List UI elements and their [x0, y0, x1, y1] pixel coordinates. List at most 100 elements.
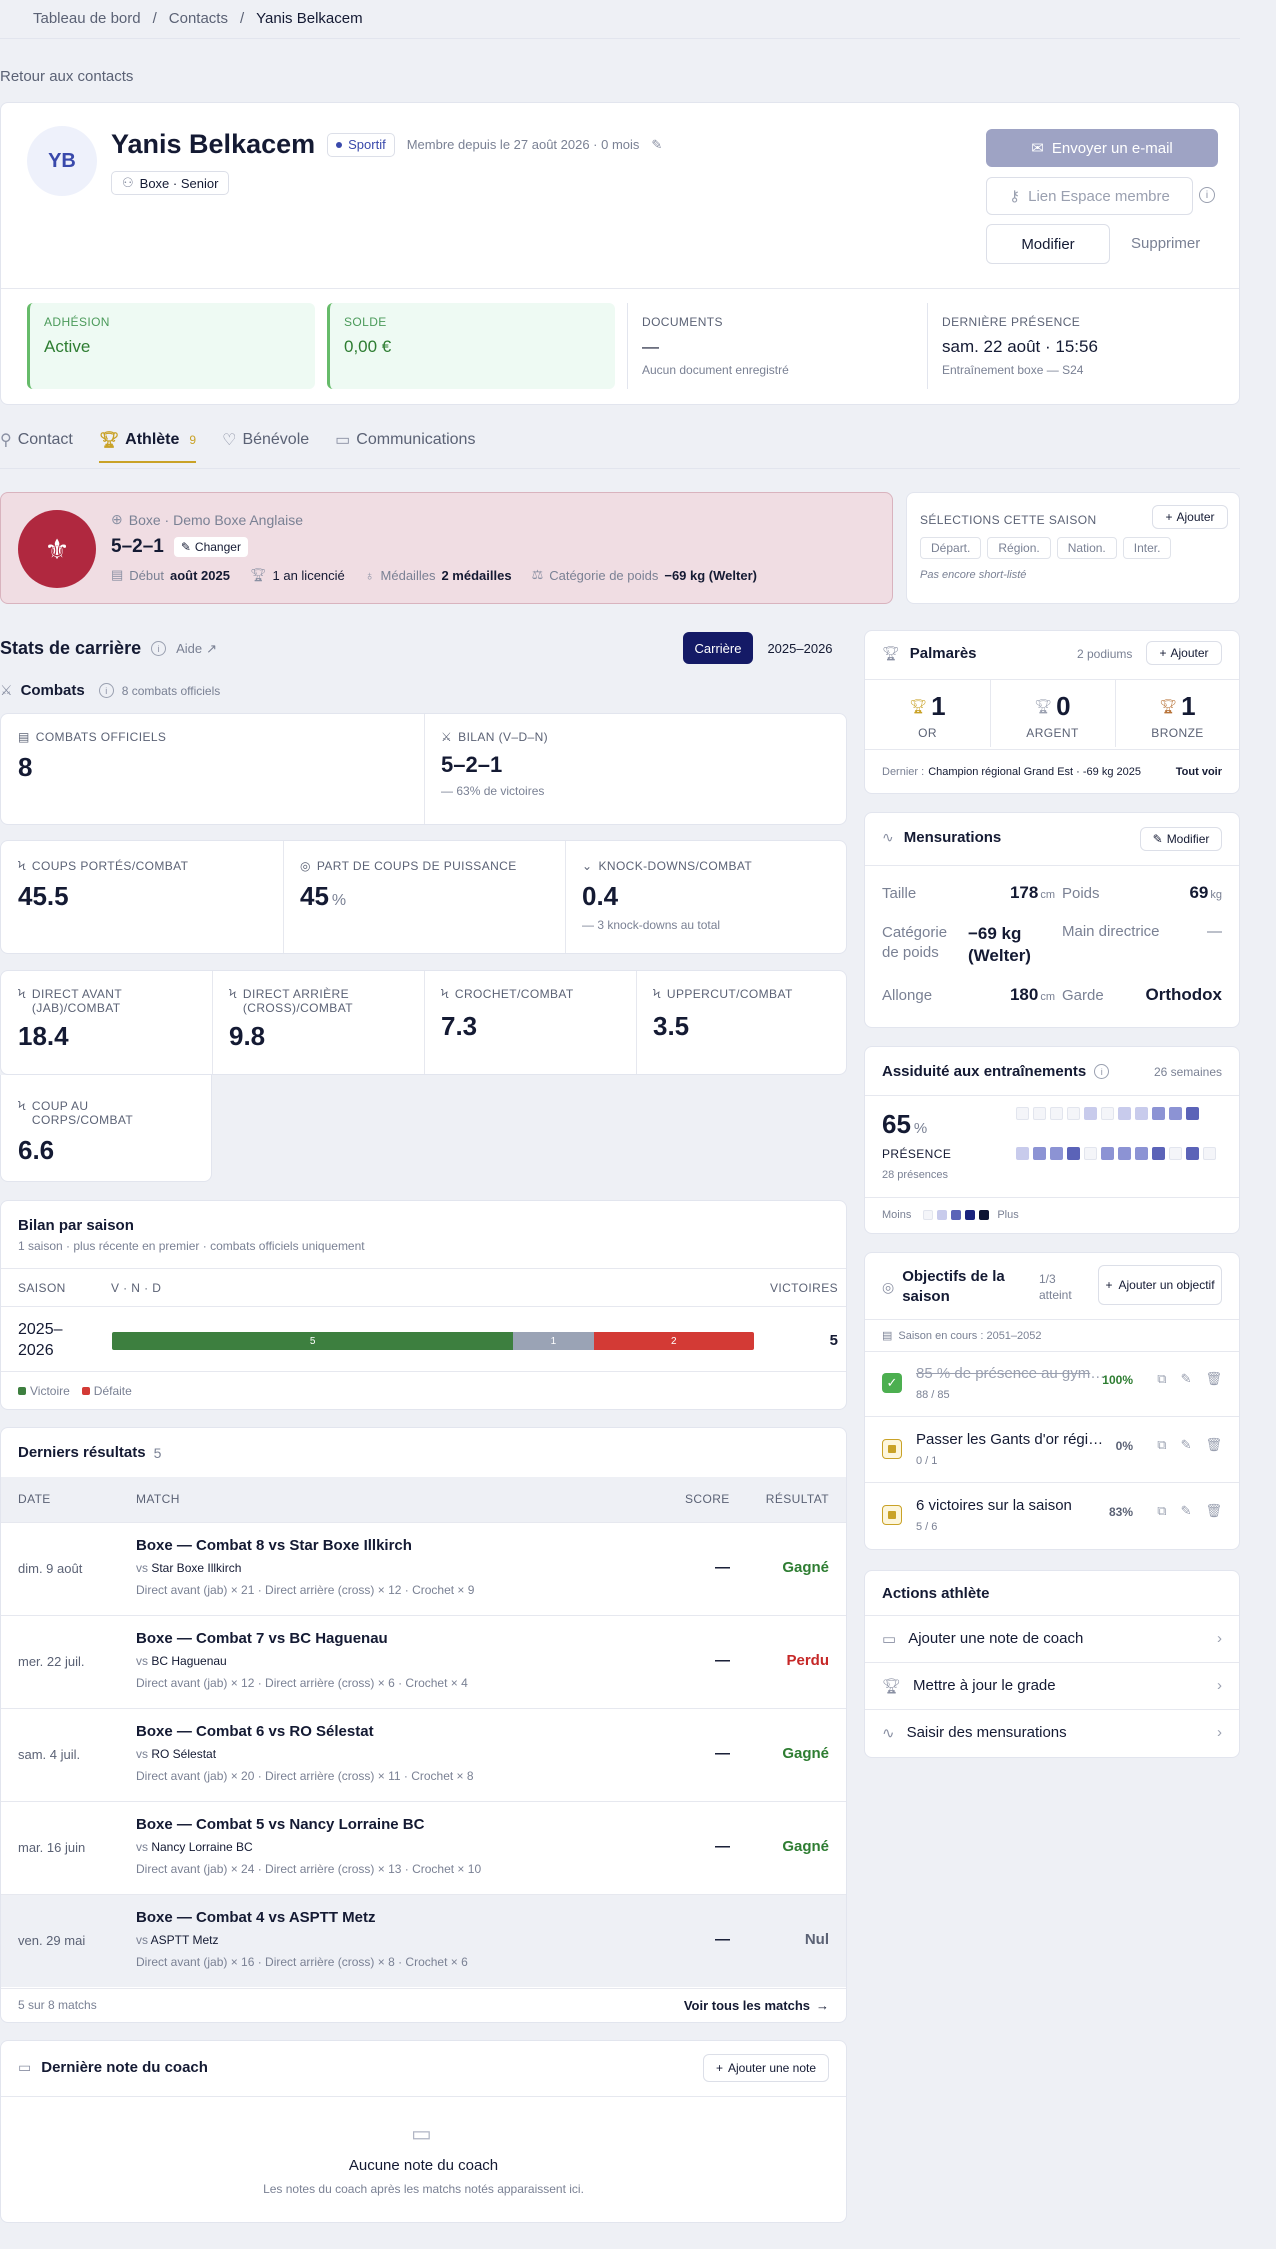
medal-label: ARGENT: [1026, 726, 1079, 740]
coach-note-empty-title: Aucune note du coach: [348, 2157, 499, 2174]
action-add-coach-note[interactable]: ▭ Ajouter une note de coach ›: [882, 1615, 1222, 1662]
pencil-icon[interactable]: ✎: [651, 136, 663, 152]
delete-contact-button[interactable]: Supprimer: [1131, 235, 1201, 252]
legend-win: Victoire: [30, 1384, 70, 1398]
change-label: Changer: [194, 540, 241, 554]
action-update-grade[interactable]: 🏆︎ Mettre à jour le grade ›: [882, 1662, 1222, 1709]
match-score: —: [715, 1745, 730, 1762]
opponent: Star Boxe Illkirch: [151, 1561, 242, 1575]
see-all-palmares-link[interactable]: Tout voir: [1175, 766, 1222, 778]
level-chip[interactable]: Nation.: [1056, 537, 1117, 559]
trash-icon[interactable]: 🗑︎: [1205, 1437, 1222, 1452]
summary-adhesion: ADHÉSION Active: [27, 303, 315, 389]
member-space-link-button[interactable]: ⚷ Lien Espace membre: [986, 177, 1193, 215]
tab-label: Bénévole: [242, 431, 310, 448]
info-icon[interactable]: i: [151, 641, 167, 656]
checkbox-pending-icon[interactable]: [882, 1505, 902, 1525]
career-toggle: Carrière 2025–2026: [683, 632, 847, 664]
tab-communications[interactable]: ▭ Communications: [335, 430, 475, 450]
add-note-button[interactable]: + Ajouter une note: [703, 2054, 829, 2082]
edit-contact-button[interactable]: Modifier: [986, 224, 1110, 264]
summary-balance: SOLDE 0,00 €: [327, 303, 615, 389]
toggle-season[interactable]: 2025–2026: [767, 640, 833, 656]
combats-sub: 8 combats officiels: [121, 683, 221, 698]
edit-progress-icon[interactable]: ⧉: [1157, 1503, 1167, 1518]
table-row[interactable]: sam. 4 juil. Boxe — Combat 6 vs RO Sélest…: [1, 1708, 846, 1801]
stat-label: BILAN (V–D–N): [458, 730, 549, 744]
discipline-tag-label: Boxe · Senior: [139, 175, 219, 191]
level-chip[interactable]: Départ.: [920, 537, 982, 559]
objective-sub: 88 / 85: [916, 1389, 950, 1401]
match-title[interactable]: Boxe — Combat 5 vs Nancy Lorraine BC: [136, 1816, 425, 1833]
action-enter-measurements[interactable]: ∿ Saisir des mensurations ›: [882, 1709, 1222, 1756]
bolt-icon: ϟ: [441, 987, 449, 1001]
attendance-cell: [1033, 1147, 1046, 1160]
info-icon[interactable]: i: [98, 683, 114, 698]
info-icon[interactable]: i: [1094, 1064, 1110, 1079]
change-record-button[interactable]: ✎ Changer: [173, 537, 248, 557]
toggle-career[interactable]: Carrière: [683, 632, 753, 664]
match-title[interactable]: Boxe — Combat 4 vs ASPTT Metz: [136, 1909, 376, 1926]
table-row[interactable]: ven. 29 mai Boxe — Combat 4 vs ASPTT Metz…: [1, 1894, 846, 1987]
level-chip[interactable]: Région.: [987, 537, 1051, 559]
stat-label: UPPERCUT/COMBAT: [666, 987, 793, 1001]
breadcrumb-contacts[interactable]: Contacts: [168, 10, 228, 27]
table-row[interactable]: mer. 22 juil. Boxe — Combat 7 vs BC Hague…: [1, 1615, 846, 1708]
help-link[interactable]: Aide ↗: [176, 641, 217, 657]
message-icon: ▭: [335, 432, 351, 449]
medals-label: Médailles: [380, 567, 436, 583]
last-value: Champion régional Grand Est · -69 kg 202…: [928, 766, 1141, 778]
heart-icon: ♡: [222, 432, 237, 449]
edit-progress-icon[interactable]: ⧉: [1157, 1371, 1167, 1386]
tab-benevole[interactable]: ♡ Bénévole: [222, 430, 309, 450]
palmares-title: Palmarès: [909, 645, 977, 662]
action-label: Mettre à jour le grade: [913, 1677, 1056, 1694]
summary-value: —: [642, 337, 659, 356]
add-palmares-button[interactable]: + Ajouter: [1146, 641, 1222, 665]
attendance-cell: [1186, 1107, 1199, 1120]
tab-contact[interactable]: ⚲ Contact: [0, 430, 73, 450]
bronze-trophy-icon: 🏆︎: [1159, 698, 1178, 714]
trash-icon[interactable]: 🗑︎: [1205, 1371, 1222, 1386]
add-objective-button[interactable]: + Ajouter un objectif: [1098, 1265, 1222, 1305]
summary-last-presence: DERNIÈRE PRÉSENCE sam. 22 août · 15:56 E…: [927, 303, 1217, 389]
edit-measurements-button[interactable]: ✎ Modifier: [1140, 827, 1222, 851]
opponent: RO Sélestat: [151, 1747, 217, 1761]
match-detail: Direct avant (jab) × 21 · Direct arrière…: [136, 1583, 475, 1597]
match-title[interactable]: Boxe — Combat 6 vs RO Sélestat: [136, 1723, 374, 1740]
breadcrumb-separator: /: [239, 10, 245, 27]
add-palmares-label: Ajouter: [1170, 646, 1209, 660]
match-title[interactable]: Boxe — Combat 8 vs Star Boxe Illkirch: [136, 1537, 412, 1554]
pencil-icon[interactable]: ✎: [1180, 1503, 1192, 1518]
checkbox-checked-icon[interactable]: ✓: [882, 1373, 902, 1393]
checkbox-pending-icon[interactable]: [882, 1439, 902, 1459]
chevron-right-icon: ›: [1217, 1724, 1222, 1741]
coach-note-empty-sub: Les notes du coach après les matchs noté…: [263, 2182, 584, 2196]
summary-value: 0,00 €: [344, 337, 392, 356]
measure-unit: cm: [1040, 991, 1055, 1003]
trash-icon[interactable]: 🗑︎: [1205, 1503, 1222, 1518]
medal-silver: 🏆︎ 0 ARGENT: [990, 691, 1115, 740]
pencil-icon[interactable]: ✎: [1180, 1371, 1192, 1386]
edit-progress-icon[interactable]: ⧉: [1157, 1437, 1167, 1452]
profile-card: YB Yanis Belkacem Sportif Membre depuis …: [0, 102, 1240, 405]
stat-value: 6.6: [18, 1135, 55, 1165]
add-selection-button[interactable]: + Ajouter: [1152, 505, 1228, 529]
tab-athlete[interactable]: 🏆︎ Athlète 9: [98, 430, 197, 463]
table-row[interactable]: dim. 9 août Boxe — Combat 8 vs Star Boxe …: [1, 1522, 846, 1615]
match-title[interactable]: Boxe — Combat 7 vs BC Haguenau: [136, 1630, 388, 1647]
arrow-right-icon: →: [816, 1998, 829, 2013]
message-icon: ▭: [882, 1630, 897, 1648]
attendance-unit: %: [913, 1120, 928, 1137]
attendance-cell: [1084, 1147, 1097, 1160]
send-email-button[interactable]: ✉ Envoyer un e-mail: [986, 129, 1218, 167]
pencil-icon[interactable]: ✎: [1180, 1437, 1192, 1452]
see-all-matches-link[interactable]: Voir tous les matchs →: [684, 1998, 829, 2013]
objective-item: 6 victoires sur la saison 5 / 6 83% ⧉ ✎ 🗑︎: [865, 1483, 1239, 1549]
measure-value: 178: [1009, 883, 1039, 902]
breadcrumb-dashboard[interactable]: Tableau de bord: [33, 10, 141, 27]
table-row[interactable]: mar. 16 juin Boxe — Combat 5 vs Nancy Lor…: [1, 1801, 846, 1894]
back-link[interactable]: Retour aux contacts: [0, 68, 134, 85]
info-icon[interactable]: i: [1199, 187, 1215, 203]
level-chip[interactable]: Inter.: [1122, 537, 1172, 559]
